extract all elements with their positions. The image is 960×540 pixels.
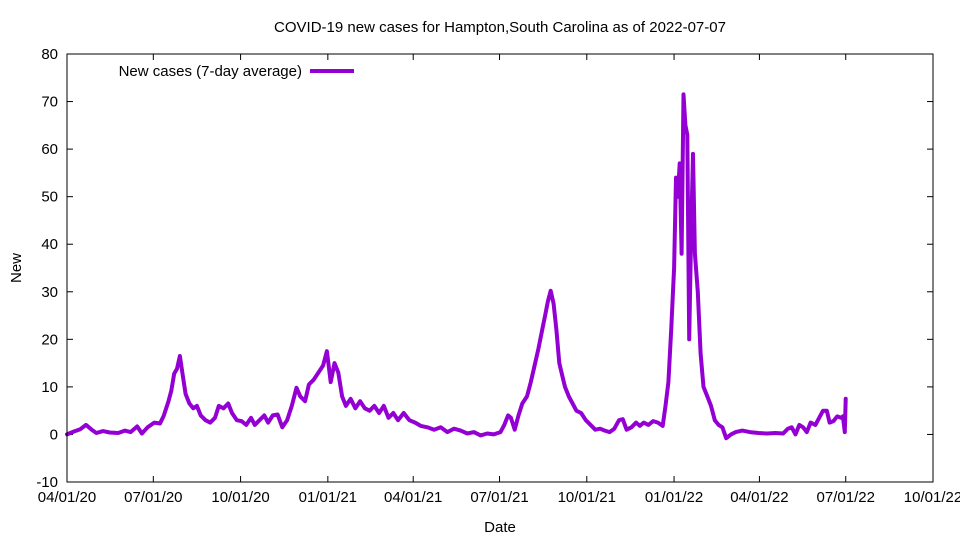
y-tick-label: -10 [36, 474, 58, 491]
x-tick-label: 10/01/22 [904, 489, 960, 506]
x-tick-label: 10/01/21 [558, 489, 616, 506]
y-axis: -10 0 10 20 30 40 50 60 70 80 [36, 46, 933, 491]
y-tick-label: 70 [41, 94, 58, 111]
x-tick-label: 07/01/20 [124, 489, 182, 506]
x-tick-label: 04/01/21 [384, 489, 442, 506]
y-tick-label: 30 [41, 284, 58, 301]
y-tick-label: 40 [41, 236, 58, 253]
x-tick-label: 07/01/21 [470, 489, 528, 506]
x-axis-label: Date [484, 519, 516, 536]
chart-title: COVID-19 new cases for Hampton,South Car… [274, 19, 726, 36]
y-tick-label: 50 [41, 189, 58, 206]
y-tick-label: 10 [41, 379, 58, 396]
x-tick-label: 04/01/22 [730, 489, 788, 506]
legend-label: New cases (7-day average) [119, 63, 302, 80]
x-tick-label: 04/01/20 [38, 489, 96, 506]
x-axis: 04/01/20 07/01/20 10/01/20 01/01/21 04/01/21… [38, 54, 960, 506]
y-tick-label: 20 [41, 331, 58, 348]
x-tick-label: 10/01/20 [211, 489, 269, 506]
plot-frame [66, 53, 934, 483]
y-axis-label: New [8, 253, 25, 283]
y-tick-label: 60 [41, 141, 58, 158]
y-tick-label: 80 [41, 46, 58, 63]
series-line-0 [65, 92, 848, 441]
x-tick-label: 01/01/21 [299, 489, 357, 506]
series-layer [65, 92, 848, 441]
legend: New cases (7-day average) [119, 63, 354, 80]
y-tick-label: 0 [50, 426, 58, 443]
x-tick-label: 07/01/22 [817, 489, 875, 506]
x-tick-label: 01/01/22 [645, 489, 703, 506]
